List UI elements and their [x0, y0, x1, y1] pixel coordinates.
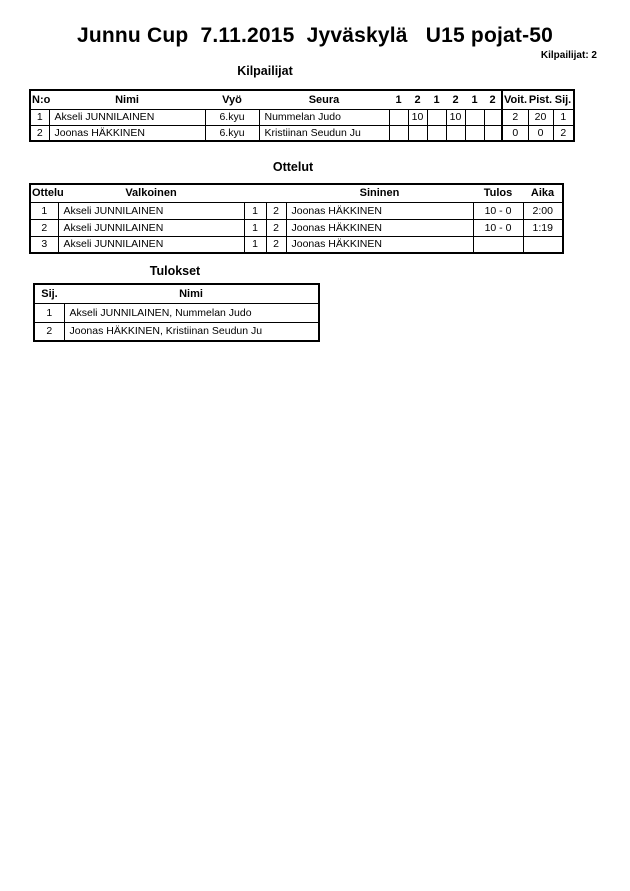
cell-place: 2: [33, 321, 65, 342]
col-header-score-6: 2: [484, 90, 502, 110]
cell-competitor: Joonas HÄKKINEN, Kristiinan Seudun Ju: [63, 321, 320, 342]
cell-competitor: Akseli JUNNILAINEN, Nummelan Judo: [63, 302, 320, 323]
col-header-time: Aika: [523, 184, 563, 203]
col-header-result: Tulos: [473, 184, 523, 203]
cell-score: [483, 124, 503, 142]
match-row: 1 Akseli JUNNILAINEN 1 2 Joonas HÄKKINEN…: [29, 201, 564, 220]
competitors-count-label: Kilpailijat: 2: [540, 50, 597, 61]
cell-score: [407, 124, 428, 142]
cell-score: 10: [407, 108, 428, 126]
col-header-score-2: 2: [408, 90, 427, 110]
cell-belt: 6.kyu: [204, 124, 260, 142]
cell-points: 0: [527, 124, 554, 142]
cell-score: [426, 108, 447, 126]
cell-score: [464, 124, 485, 142]
competitor-row: 1 Akseli JUNNILAINEN 6.kyu Nummelan Judo…: [29, 108, 575, 126]
cell-white-name: Akseli JUNNILAINEN: [57, 235, 245, 254]
matches-header-row: Ottelu Valkoinen Sininen Tulos Aika: [30, 184, 563, 203]
competitors-header-row: N:o Nimi Vyö Seura 1 2 1 2 1 2 Voit. Pis…: [30, 90, 574, 110]
cell-club: Kristiinan Seudun Ju: [258, 124, 390, 142]
cell-white-no: 1: [243, 218, 267, 237]
section-title-matches: Ottelut: [272, 160, 314, 174]
col-header-score-1: 1: [389, 90, 408, 110]
col-header-match: Ottelu: [30, 184, 64, 203]
col-header-place: Sij.: [553, 90, 574, 110]
col-header-belt: Vyö: [205, 90, 259, 110]
section-title-competitors: Kilpailijat: [237, 64, 293, 78]
col-header-wins: Voit.: [501, 90, 528, 110]
cell-place: 1: [552, 108, 575, 126]
page-title: Junnu Cup 7.11.2015 Jyväskylä U15 pojat-…: [76, 24, 554, 47]
cell-place: 2: [552, 124, 575, 142]
cell-result: 10 - 0: [472, 218, 524, 237]
result-row: 1 Akseli JUNNILAINEN, Nummelan Judo: [33, 302, 320, 323]
cell-score: [483, 108, 503, 126]
cell-white-no: 1: [243, 235, 267, 254]
cell-score: [388, 108, 409, 126]
cell-place: 1: [33, 302, 65, 323]
cell-time: 2:00: [522, 201, 564, 220]
col-header-blue: Sininen: [286, 184, 473, 203]
cell-blue-name: Joonas HÄKKINEN: [285, 201, 474, 220]
col-header-name: Nimi: [64, 284, 319, 304]
col-header-white: Valkoinen: [58, 184, 244, 203]
cell-match-no: 1: [29, 201, 59, 220]
col-header-blue-no: [266, 184, 286, 203]
match-row: 3 Akseli JUNNILAINEN 1 2 Joonas HÄKKINEN: [29, 235, 564, 254]
cell-white-name: Akseli JUNNILAINEN: [57, 218, 245, 237]
cell-white-name: Akseli JUNNILAINEN: [57, 201, 245, 220]
col-header-score-3: 1: [427, 90, 446, 110]
cell-club: Nummelan Judo: [258, 108, 390, 126]
cell-no: 2: [29, 124, 50, 142]
match-row: 2 Akseli JUNNILAINEN 1 2 Joonas HÄKKINEN…: [29, 218, 564, 237]
cell-blue-name: Joonas HÄKKINEN: [285, 218, 474, 237]
col-header-place: Sij.: [34, 284, 64, 304]
matches-table: Ottelu Valkoinen Sininen Tulos Aika 1 Ak…: [29, 183, 564, 254]
result-row: 2 Joonas HÄKKINEN, Kristiinan Seudun Ju: [33, 321, 320, 342]
cell-points: 20: [527, 108, 554, 126]
col-header-no: N:o: [30, 90, 50, 110]
results-header-row: Sij. Nimi: [34, 284, 319, 304]
cell-result: [472, 235, 524, 254]
cell-blue-no: 2: [265, 201, 287, 220]
results-table: Sij. Nimi 1 Akseli JUNNILAINEN, Nummelan…: [33, 283, 320, 342]
cell-blue-name: Joonas HÄKKINEN: [285, 235, 474, 254]
cell-time: 1:19: [522, 218, 564, 237]
cell-name: Joonas HÄKKINEN: [48, 124, 206, 142]
col-header-score-5: 1: [465, 90, 484, 110]
section-title-results: Tulokset: [149, 264, 201, 278]
col-header-club: Seura: [259, 90, 389, 110]
col-header-name: Nimi: [49, 90, 205, 110]
cell-score: 10: [445, 108, 466, 126]
cell-no: 1: [29, 108, 50, 126]
cell-score: [445, 124, 466, 142]
col-header-score-4: 2: [446, 90, 465, 110]
cell-match-no: 2: [29, 218, 59, 237]
col-header-white-no: [244, 184, 266, 203]
cell-blue-no: 2: [265, 218, 287, 237]
competitor-row: 2 Joonas HÄKKINEN 6.kyu Kristiinan Seudu…: [29, 124, 575, 142]
cell-time: [522, 235, 564, 254]
cell-score: [388, 124, 409, 142]
cell-belt: 6.kyu: [204, 108, 260, 126]
cell-blue-no: 2: [265, 235, 287, 254]
cell-score: [426, 124, 447, 142]
cell-match-no: 3: [29, 235, 59, 254]
cell-result: 10 - 0: [472, 201, 524, 220]
cell-wins: 2: [501, 108, 529, 126]
cell-score: [464, 108, 485, 126]
cell-wins: 0: [501, 124, 529, 142]
competitors-table: N:o Nimi Vyö Seura 1 2 1 2 1 2 Voit. Pis…: [29, 89, 575, 142]
cell-white-no: 1: [243, 201, 267, 220]
col-header-points: Pist.: [528, 90, 553, 110]
cell-name: Akseli JUNNILAINEN: [48, 108, 206, 126]
